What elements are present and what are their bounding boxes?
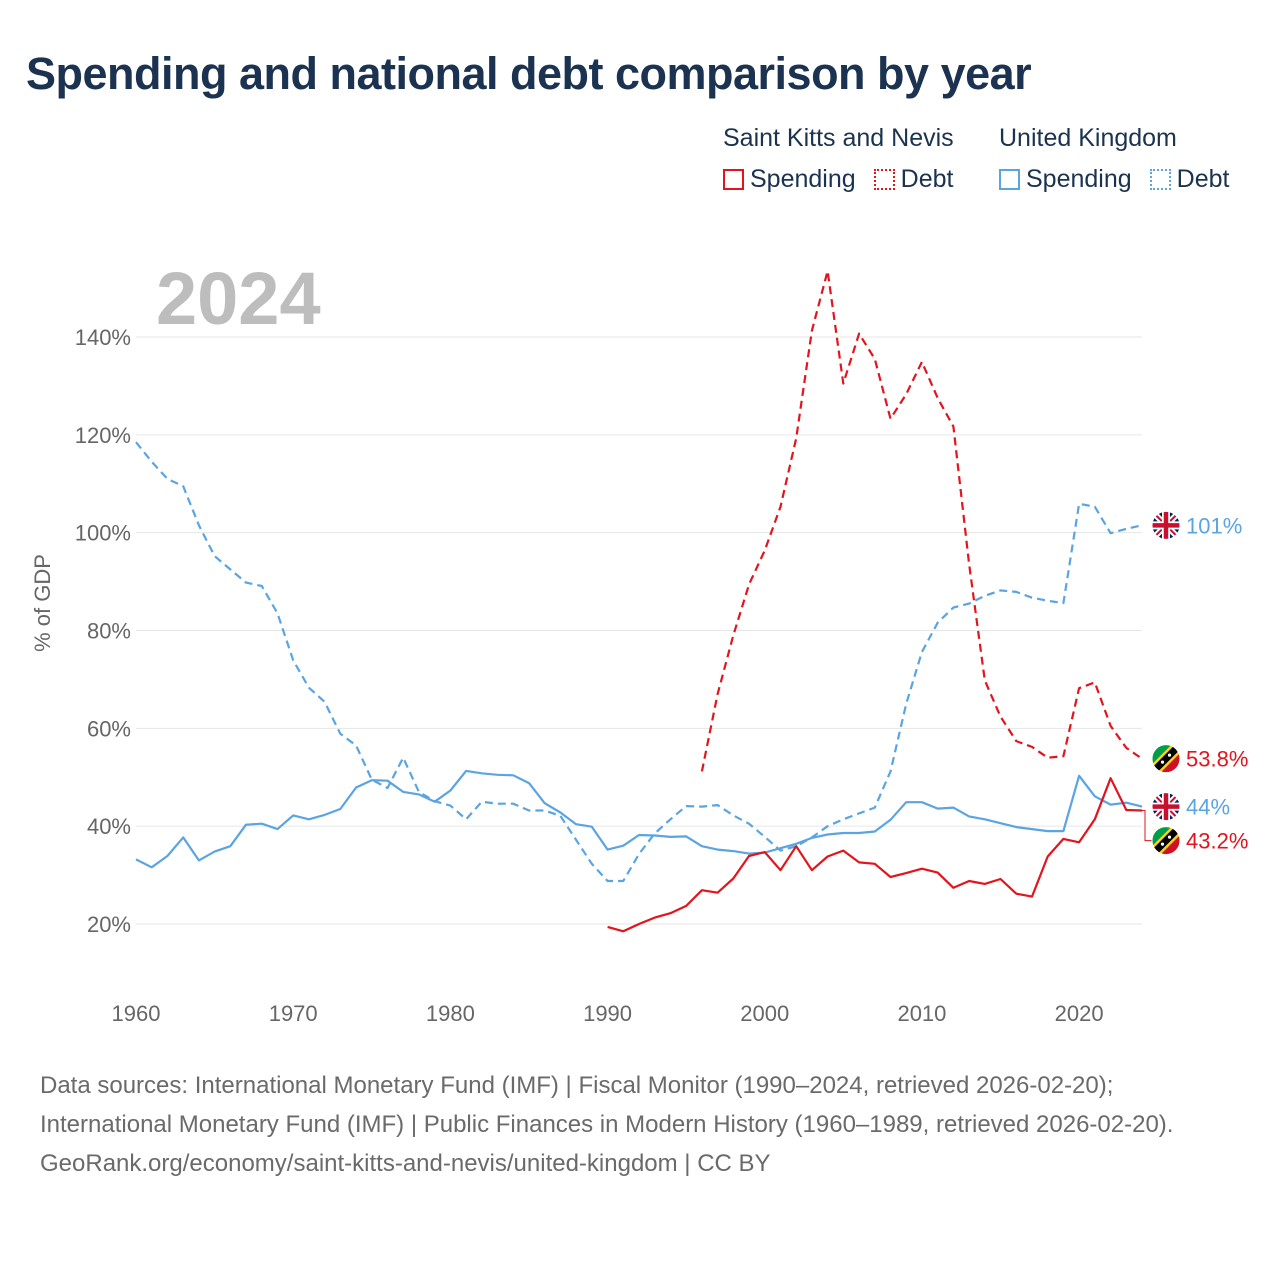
x-tick-label: 2010: [897, 1001, 946, 1026]
series-line-united-kingdom-debt[interactable]: [135, 441, 1143, 883]
end-label-connector: [1142, 810, 1152, 842]
legend-item-uk-debt[interactable]: Debt: [1149, 165, 1230, 194]
year-label: 2024: [156, 257, 321, 340]
y-tick-label: 80%: [87, 619, 131, 644]
uk-flag-icon: [1151, 792, 1181, 822]
y-tick-label: 100%: [75, 521, 131, 546]
x-tick-label: 1990: [583, 1001, 632, 1026]
line-chart: 20% 40% 60% 80% 100% 120% 140% 1960 1970 1980 1990…: [30, 269, 1248, 1026]
legend-item-skn-debt[interactable]: Debt: [873, 165, 954, 194]
y-tick-label: 140%: [75, 325, 131, 350]
end-value-label: 53.8%: [1186, 747, 1248, 772]
end-value-label: 43.2%: [1186, 829, 1248, 854]
end-value-label: 44%: [1186, 795, 1230, 820]
legend-swatch-solid: [999, 169, 1020, 190]
y-tick-label: 20%: [87, 912, 131, 937]
legend-item-skn-spending[interactable]: Spending: [723, 165, 856, 194]
x-tick-label: 2000: [740, 1001, 789, 1026]
chart-title: Spending and national debt comparison by…: [26, 48, 1032, 99]
end-value-label: 101%: [1186, 513, 1242, 538]
legend-swatch-dotted: [1149, 169, 1171, 190]
y-tick-label: 60%: [87, 716, 131, 741]
series-lines: [135, 269, 1143, 933]
credit-link[interactable]: GeoRank.org/economy/saint-kitts-and-nevi…: [40, 1150, 771, 1177]
legend-group-name: United Kingdom: [999, 124, 1177, 152]
saint-kitts-and-nevis-flag-icon: [1151, 826, 1181, 856]
saint-kitts-and-nevis-flag-icon: [1151, 744, 1181, 774]
footer: Data sources: International Monetary Fun…: [40, 1066, 1250, 1183]
series-line-united-kingdom-spending[interactable]: [135, 769, 1143, 869]
legend-item-label: Debt: [900, 165, 954, 193]
end-labels: 101% 53.8% 44% 43.2%: [1142, 510, 1248, 856]
legend-swatch-dotted: [873, 169, 895, 190]
series-line-saint-kitts-and-nevis-debt[interactable]: [700, 269, 1143, 772]
legend-group-united-kingdom: United Kingdom Spending Debt: [999, 124, 1229, 194]
legend-item-uk-spending[interactable]: Spending: [999, 165, 1132, 194]
axes: 20% 40% 60% 80% 100% 120% 140% 1960 1970 1980 1990…: [30, 325, 1104, 1026]
legend-group-name: Saint Kitts and Nevis: [723, 124, 954, 152]
gridlines: [136, 336, 1142, 925]
x-tick-label: 2020: [1055, 1001, 1104, 1026]
series-line-saint-kitts-and-nevis-spending[interactable]: [607, 777, 1143, 933]
legend-item-label: Debt: [1176, 165, 1230, 193]
x-tick-label: 1980: [426, 1001, 475, 1026]
x-tick-label: 1970: [269, 1001, 318, 1026]
y-tick-label: 40%: [87, 814, 131, 839]
legend-group-saint-kitts-and-nevis: Saint Kitts and Nevis Spending Debt: [723, 124, 954, 194]
uk-flag-icon: [1151, 510, 1181, 540]
y-axis-label: % of GDP: [30, 554, 55, 652]
legend-item-label: Spending: [750, 165, 856, 193]
data-sources: Data sources: International Monetary Fun…: [40, 1072, 1174, 1138]
legend-swatch-solid: [723, 169, 744, 190]
legend-item-label: Spending: [1026, 165, 1132, 193]
y-tick-label: 120%: [75, 423, 131, 448]
x-tick-label: 1960: [112, 1001, 161, 1026]
